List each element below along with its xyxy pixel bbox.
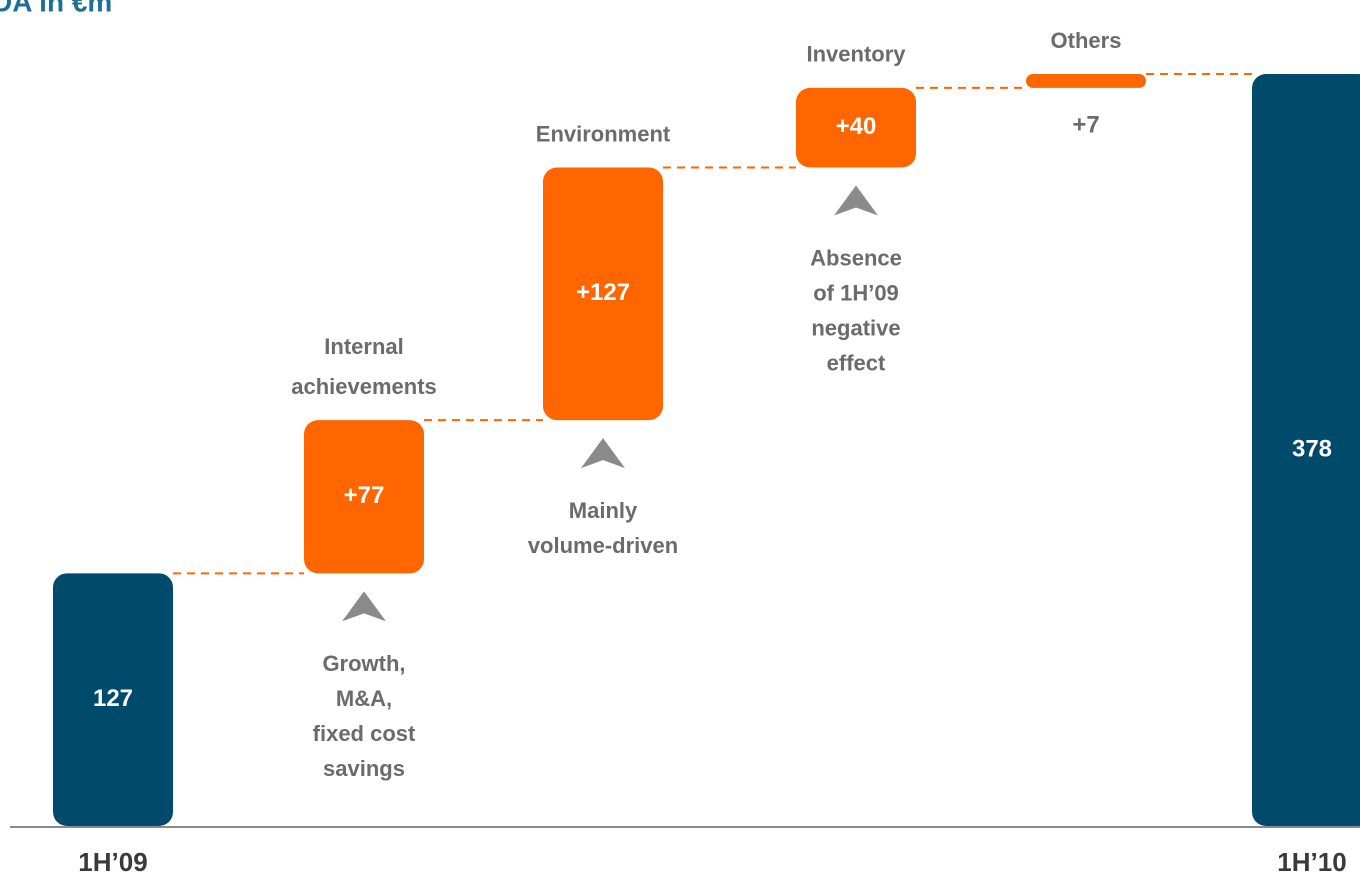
value-label: +77 <box>344 482 385 509</box>
value-label: 127 <box>93 685 133 712</box>
arrow-icon <box>342 591 386 622</box>
bar <box>304 420 424 574</box>
annotation: Absence <box>810 245 902 270</box>
value-label: 378 <box>1292 435 1332 462</box>
arrow-icon <box>581 438 625 469</box>
annotation: M&A, <box>336 686 392 711</box>
annotation: savings <box>323 756 405 781</box>
chart-title: DA in €m <box>0 0 112 17</box>
category-label: Inventory <box>806 42 906 67</box>
category-label: Environment <box>536 121 671 146</box>
value-label: +7 <box>1072 111 1099 138</box>
annotation: negative <box>811 315 900 340</box>
value-label: +40 <box>836 113 877 140</box>
arrow-icon <box>834 185 878 216</box>
value-label: +127 <box>576 279 630 306</box>
bar <box>1026 74 1146 88</box>
annotation: volume-driven <box>528 533 678 558</box>
x-tick-label: 1H’10 <box>1277 847 1346 877</box>
bar <box>53 573 173 826</box>
bar <box>543 167 663 421</box>
bar <box>796 87 916 168</box>
annotation: of 1H’09 <box>813 280 899 305</box>
annotation: Mainly <box>569 498 638 523</box>
annotation: Growth, <box>322 651 405 676</box>
category-label: Others <box>1051 28 1122 53</box>
annotation: effect <box>827 350 886 375</box>
annotation: fixed cost <box>313 721 416 746</box>
x-tick-label: 1H’09 <box>78 847 147 877</box>
bar <box>1252 74 1360 826</box>
category-label: Internal achievements <box>291 334 437 399</box>
